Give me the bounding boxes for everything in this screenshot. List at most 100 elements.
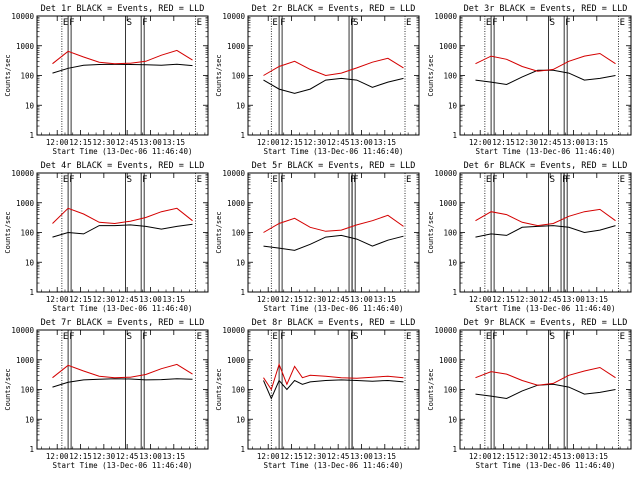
y-tick-label: 1 — [29, 131, 34, 140]
x-tick-label: 13:15 — [163, 138, 186, 147]
x-tick-label: 12:15 — [492, 295, 515, 304]
plot-frame — [459, 15, 632, 136]
y-tick-label: 100 — [20, 72, 34, 81]
flag-letter: F — [142, 18, 147, 28]
y-tick-label: 10000 — [434, 326, 457, 335]
detector-panel-5: Det 5r BLACK = Events, RED = LLD 1 10 100 10… — [215, 161, 420, 313]
plot-frame — [36, 15, 209, 136]
panel-title: Det 9r BLACK = Events, RED = LLD — [464, 318, 628, 328]
detector-panel-3: Det 3r BLACK = Events, RED = LLD 1 10 100 10… — [427, 4, 632, 156]
x-axis-label: Start Time (13-Dec-06 11:46:40) — [264, 147, 404, 156]
flag-letter: E — [620, 175, 625, 185]
flag-letter: F — [280, 18, 285, 28]
y-axis-label: Counts/sec — [4, 54, 12, 96]
x-tick-label: 12:15 — [280, 295, 303, 304]
plot-frame — [247, 329, 420, 450]
x-tick-label: 12:00 — [469, 138, 492, 147]
detector-panel-2: Det 2r BLACK = Events, RED = LLD 1 10 100 10… — [215, 4, 420, 156]
y-tick-label: 1000 — [227, 356, 246, 365]
x-tick-label: 12:00 — [469, 452, 492, 461]
y-tick-label: 1000 — [439, 199, 458, 208]
flag-letter: E — [272, 175, 277, 185]
x-axis-label: Start Time (13-Dec-06 11:46:40) — [476, 461, 616, 470]
panel-title: Det 5r BLACK = Events, RED = LLD — [252, 161, 416, 171]
x-tick-label: 13:15 — [374, 138, 397, 147]
y-tick-label: 10000 — [434, 169, 457, 178]
x-tick-label: 12:00 — [257, 138, 280, 147]
x-tick-label: 12:45 — [539, 138, 562, 147]
y-axis-label: Counts/sec — [427, 211, 435, 253]
x-axis-label: Start Time (13-Dec-06 11:46:40) — [264, 304, 404, 313]
y-tick-label: 10000 — [434, 12, 457, 21]
y-tick-label: 10000 — [222, 326, 245, 335]
flag-letter: S — [127, 332, 132, 342]
flag-letter: F — [142, 332, 147, 342]
detector-panel-4: Det 4r BLACK = Events, RED = LLD 1 10 100 10… — [4, 161, 209, 313]
y-tick-label: 1000 — [227, 199, 246, 208]
y-tick-label: 10000 — [11, 12, 34, 21]
y-tick-label: 1000 — [16, 199, 35, 208]
flag-letter: E — [272, 332, 277, 342]
flag-letter: F — [142, 175, 147, 185]
x-tick-label: 12:00 — [469, 295, 492, 304]
x-tick-label: 12:30 — [516, 295, 539, 304]
y-tick-label: 10 — [236, 101, 246, 110]
flag-letter: S — [353, 18, 358, 28]
x-tick-label: 12:45 — [539, 452, 562, 461]
x-tick-label: 12:15 — [492, 452, 515, 461]
y-axis-label: Counts/sec — [215, 211, 223, 253]
detector-panel-6: Det 6r BLACK = Events, RED = LLD 1 10 100 10… — [427, 161, 632, 313]
x-tick-label: 13:00 — [350, 138, 373, 147]
x-tick-label: 12:30 — [304, 138, 327, 147]
panel-title: Det 6r BLACK = Events, RED = LLD — [464, 161, 628, 171]
events-series-line — [52, 223, 193, 238]
y-axis-label: Counts/sec — [4, 368, 12, 410]
flag-letter: F — [350, 18, 355, 28]
y-axis-label: Counts/sec — [427, 368, 435, 410]
y-tick-label: 10 — [236, 415, 246, 424]
x-tick-label: 13:15 — [374, 452, 397, 461]
y-tick-label: 1000 — [439, 42, 458, 51]
y-tick-label: 1 — [452, 131, 457, 140]
flag-letter: E — [620, 332, 625, 342]
lld-series-line — [475, 366, 616, 386]
x-tick-label: 13:15 — [586, 295, 609, 304]
y-tick-label: 10000 — [222, 169, 245, 178]
y-tick-label: 10 — [448, 101, 458, 110]
flag-letter: E — [197, 175, 202, 185]
events-series-line — [263, 234, 404, 251]
panel-title: Det 8r BLACK = Events, RED = LLD — [252, 318, 416, 328]
flag-letter: E — [197, 18, 202, 28]
flag-letter: E — [63, 175, 68, 185]
lld-series-line — [263, 57, 404, 77]
x-tick-label: 12:15 — [280, 138, 303, 147]
plot-frame — [36, 329, 209, 450]
x-tick-label: 13:00 — [139, 452, 162, 461]
flag-letter: E — [486, 332, 491, 342]
events-series-line — [52, 63, 193, 74]
x-tick-label: 12:00 — [46, 295, 69, 304]
y-tick-label: 100 — [231, 229, 245, 238]
lld-series-line — [52, 363, 193, 379]
events-series-line — [263, 77, 404, 94]
x-tick-label: 13:15 — [163, 295, 186, 304]
flag-letter: F — [280, 175, 285, 185]
flag-letter: F — [280, 332, 285, 342]
plot-frame — [459, 329, 632, 450]
x-tick-label: 12:30 — [304, 452, 327, 461]
flag-letter: F — [69, 175, 74, 185]
y-tick-label: 1 — [29, 288, 34, 297]
plot-frame — [247, 172, 420, 293]
x-tick-label: 12:15 — [69, 452, 92, 461]
y-tick-label: 1 — [29, 445, 34, 454]
x-tick-label: 12:30 — [93, 452, 116, 461]
y-tick-label: 10 — [25, 415, 35, 424]
x-tick-label: 12:30 — [93, 138, 116, 147]
flag-letter: E — [620, 18, 625, 28]
flag-letter: F — [492, 18, 497, 28]
x-tick-label: 13:15 — [586, 138, 609, 147]
plot-frame — [459, 172, 632, 293]
x-tick-label: 12:45 — [327, 295, 350, 304]
events-series-line — [52, 378, 193, 388]
